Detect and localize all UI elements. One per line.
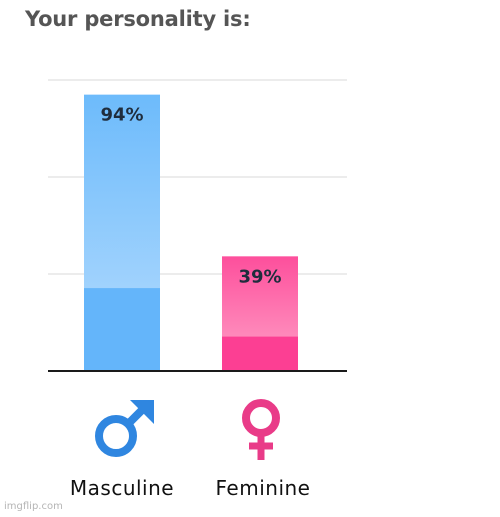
watermark: imgflip.com xyxy=(4,501,63,512)
bar-feminine xyxy=(222,256,298,371)
page-title: Your personality is: xyxy=(25,7,251,31)
bar-masculine xyxy=(84,94,160,371)
value-label-feminine: 39% xyxy=(238,266,281,287)
female-symbol-icon xyxy=(242,399,280,460)
category-label-feminine: Feminine xyxy=(215,476,311,500)
value-label-masculine: 94% xyxy=(100,105,143,126)
category-label-masculine: Masculine xyxy=(69,476,175,500)
male-symbol-icon xyxy=(95,400,154,457)
